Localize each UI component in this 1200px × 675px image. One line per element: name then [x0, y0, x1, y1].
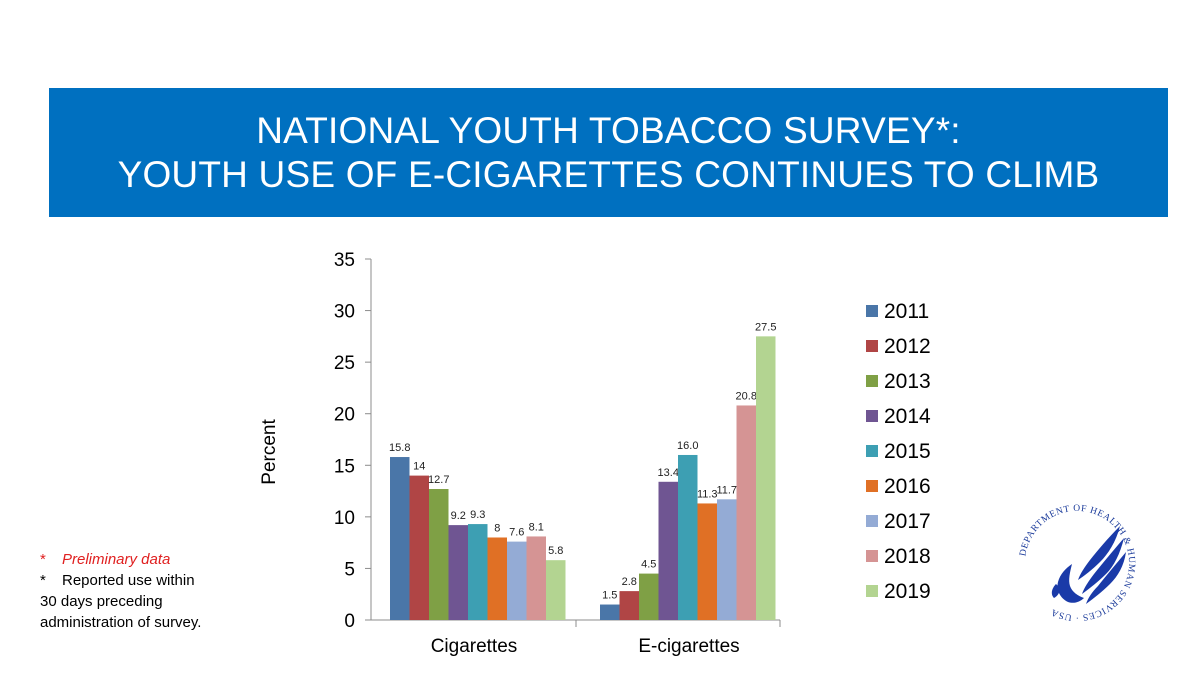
legend-label-2016: 2016: [884, 475, 931, 498]
data-label: 13.4: [658, 467, 679, 479]
x-category-label: Cigarettes: [431, 636, 518, 657]
data-label: 8: [494, 522, 500, 534]
bar-2018-e-cigarettes: [736, 405, 756, 620]
data-label: 8.1: [529, 521, 544, 533]
bar-2018-cigarettes: [526, 536, 546, 620]
legend-label-2011: 2011: [884, 300, 929, 323]
legend-label-2012: 2012: [884, 335, 931, 358]
x-category-label: E-cigarettes: [638, 636, 739, 657]
y-tick-label: 0: [344, 611, 355, 632]
data-label: 16.0: [677, 440, 698, 452]
footnote-marker: *: [40, 551, 46, 568]
data-label: 12.7: [428, 474, 449, 486]
footnote-preliminary-text: Preliminary data: [62, 551, 171, 568]
footnote-reported-text-3: administration of survey.: [40, 614, 202, 631]
y-tick-label: 20: [334, 405, 355, 426]
data-label: 27.5: [755, 321, 776, 333]
bar-2013-e-cigarettes: [639, 573, 659, 620]
bar-2014-e-cigarettes: [658, 481, 678, 620]
title-line-2: YOUTH USE OF E-CIGARETTES CONTINUES TO C…: [117, 153, 1100, 195]
legend-swatch-2016: [866, 480, 878, 492]
legend-swatch-2014: [866, 410, 878, 422]
footnote-reported: * Reported use within: [40, 570, 260, 591]
footnotes: * Preliminary data * Reported use within 3…: [40, 549, 260, 633]
bar-2012-cigarettes: [409, 475, 429, 620]
legend-label-2015: 2015: [884, 440, 931, 463]
legend-label-2017: 2017: [884, 510, 931, 533]
hhs-seal-logo: DEPARTMENT OF HEALTH & HUMAN SERVICES · …: [1018, 504, 1135, 622]
eagle-profile-icon: [1051, 526, 1126, 604]
legend-label-2018: 2018: [884, 545, 931, 568]
legend-label-2013: 2013: [884, 370, 931, 393]
bar-2017-cigarettes: [507, 541, 527, 620]
legend-label-2014: 2014: [884, 405, 931, 428]
y-axis-title: Percent: [259, 419, 280, 485]
legend-swatch-2012: [866, 340, 878, 352]
data-label: 1.5: [602, 590, 617, 602]
footnote-marker: *: [40, 572, 46, 589]
footnote-reported-text-1: Reported use within: [62, 572, 195, 589]
bar-2019-cigarettes: [546, 560, 566, 620]
title-banner: NATIONAL YOUTH TOBACCO SURVEY*: YOUTH US…: [49, 88, 1168, 217]
data-label: 4.5: [641, 559, 656, 571]
y-tick-label: 35: [334, 250, 355, 271]
legend-swatch-2019: [866, 585, 878, 597]
data-label: 15.8: [389, 442, 410, 454]
y-tick-label: 5: [344, 559, 355, 580]
data-label: 2.8: [622, 576, 637, 588]
bar-2017-e-cigarettes: [717, 499, 737, 620]
legend-label-2019: 2019: [884, 580, 931, 603]
legend-swatch-2011: [866, 305, 878, 317]
bar-2011-e-cigarettes: [600, 604, 620, 620]
bar-2012-e-cigarettes: [619, 591, 639, 620]
footnote-reported-text-2: 30 days preceding: [40, 593, 163, 610]
legend-swatch-2017: [866, 515, 878, 527]
bar-2016-cigarettes: [487, 537, 507, 620]
data-label: 11.7: [716, 484, 737, 496]
data-label: 14: [413, 461, 425, 473]
bar-2015-cigarettes: [468, 524, 488, 620]
bar-2016-e-cigarettes: [697, 503, 717, 620]
footnote-preliminary: * Preliminary data: [40, 549, 260, 570]
data-label: 11.3: [697, 488, 718, 500]
y-tick-label: 25: [334, 353, 355, 374]
data-label: 7.6: [509, 527, 524, 539]
legend-swatch-2015: [866, 445, 878, 457]
bar-2019-e-cigarettes: [756, 336, 776, 620]
data-label: 9.2: [451, 510, 466, 522]
legend-swatch-2013: [866, 375, 878, 387]
y-tick-label: 15: [334, 456, 355, 477]
bar-2015-e-cigarettes: [678, 454, 698, 620]
data-label: 20.8: [736, 390, 757, 402]
y-tick-label: 30: [334, 302, 355, 323]
legend-swatch-2018: [866, 550, 878, 562]
title-line-1: NATIONAL YOUTH TOBACCO SURVEY*:: [256, 109, 961, 151]
bar-2013-cigarettes: [429, 489, 449, 620]
y-tick-label: 10: [334, 508, 355, 529]
bar-2014-cigarettes: [448, 525, 468, 620]
data-label: 9.3: [470, 509, 485, 521]
bar-2011-cigarettes: [390, 457, 410, 620]
data-label: 5.8: [548, 545, 563, 557]
